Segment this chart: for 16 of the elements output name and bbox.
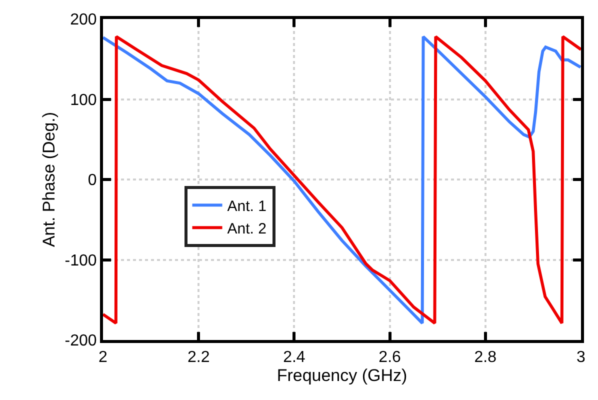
legend-label: Ant. 1 <box>227 198 266 216</box>
x-axis-title: Frequency (GHz) <box>276 366 408 386</box>
y-tick-label: 100 <box>70 92 97 109</box>
x-tick-label: 2.8 <box>474 349 497 366</box>
x-tick-label: 2.4 <box>283 349 306 366</box>
y-tick-label: 0 <box>88 172 97 190</box>
legend-label: Ant. 2 <box>227 220 266 238</box>
y-axis-title: Ant. Phase (Deg.) <box>39 112 58 248</box>
line-series <box>103 35 581 325</box>
y-tick-label: 200 <box>70 12 97 29</box>
y-tick-label: -200 <box>64 332 97 350</box>
x-tick-label: 2 <box>98 349 108 366</box>
x-tick-label: 3 <box>576 349 586 366</box>
x-tick-label: 2.2 <box>187 349 210 366</box>
y-tick-label: -100 <box>64 252 97 270</box>
x-tick-label: 2.6 <box>378 349 402 366</box>
